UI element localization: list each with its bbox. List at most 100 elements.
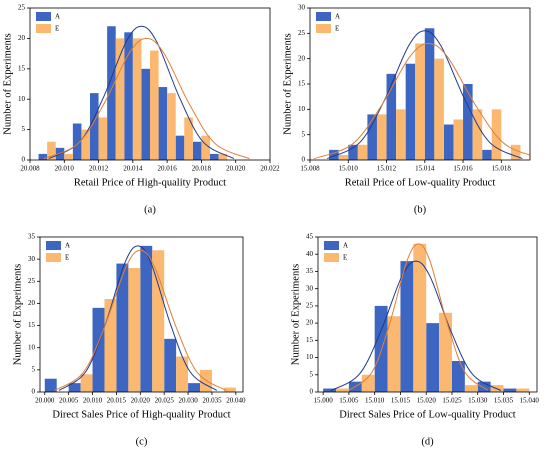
panel-label: (c) [136, 436, 148, 447]
bar [386, 73, 397, 160]
bar [367, 114, 377, 160]
y-tick-label: 25 [18, 4, 26, 12]
y-tick-label: 35 [306, 267, 314, 275]
bar [463, 84, 473, 160]
legend-label: A [343, 242, 348, 250]
bar [92, 307, 105, 392]
x-tick-label: 20.030 [178, 397, 198, 405]
x-tick-label: 20.035 [202, 397, 222, 405]
x-tick-label: 15.020 [417, 397, 437, 405]
x-tick-label: 15.005 [339, 397, 359, 405]
y-tick-label: 25 [298, 29, 306, 37]
bar [176, 356, 189, 392]
bar [150, 50, 159, 161]
legend-swatch [36, 12, 51, 21]
bar [72, 123, 82, 160]
x-tick-label: 15.025 [442, 397, 462, 405]
y-axis-label: Number of Experiments [290, 264, 301, 365]
x-tick-label: 15.030 [468, 397, 488, 405]
y-tick-label: 0 [302, 156, 306, 164]
y-tick-label: 25 [28, 277, 36, 285]
x-tick-label: 20.025 [155, 397, 175, 405]
bar [116, 263, 129, 392]
x-tick-label: 20.012 [89, 165, 109, 173]
bar [413, 243, 427, 392]
x-tick-label: 15.015 [391, 397, 411, 405]
bar [491, 109, 502, 160]
panel-label: (b) [414, 204, 427, 215]
y-axis-label: Number of Experiments [12, 264, 23, 365]
bar [200, 369, 212, 392]
bar [38, 153, 48, 160]
y-tick-label: 35 [28, 233, 36, 241]
x-tick-label: 20.040 [226, 397, 246, 405]
x-tick-label: 20.005 [59, 397, 79, 405]
bar [336, 388, 349, 392]
bar [348, 144, 358, 160]
y-tick-label: 0 [22, 156, 26, 164]
bar [141, 68, 150, 160]
y-tick-label: 15 [18, 64, 26, 72]
x-tick-label: 20.010 [83, 397, 103, 405]
bar [329, 149, 339, 160]
legend-label: A [65, 242, 70, 250]
bar [98, 117, 108, 160]
bar [192, 141, 202, 160]
y-tick-label: 0 [32, 388, 36, 396]
legend-label: E [335, 25, 339, 33]
bar [64, 153, 73, 160]
legend-swatch [46, 241, 61, 250]
legend-label: A [335, 13, 340, 21]
bar [132, 38, 142, 160]
axes-frame [39, 236, 244, 393]
x-axis-label: Direct Sales Price of High-quality Produ… [52, 409, 230, 420]
bar [338, 154, 349, 160]
bar [387, 316, 401, 392]
bar [477, 381, 491, 392]
bar [510, 144, 521, 160]
bar [223, 387, 236, 392]
bar [218, 153, 228, 160]
bar [152, 250, 165, 392]
bar [426, 323, 440, 392]
y-axis-label: Number of Experiments [2, 33, 13, 134]
bar [201, 135, 210, 160]
bar [357, 144, 368, 160]
bar [164, 338, 177, 392]
y-tick-label: 0 [310, 388, 314, 396]
panel: 0 5 10 15 20 25 30 15.008 15.010 15.012 15.014 15.0… [282, 4, 531, 215]
bar [405, 63, 416, 160]
legend-label: E [65, 254, 69, 262]
y-tick-label: 10 [18, 95, 26, 103]
y-tick-label: 45 [306, 233, 314, 241]
y-tick-label: 5 [310, 370, 314, 378]
legend-swatch [316, 12, 331, 21]
bar [434, 58, 444, 160]
y-axis-label: Number of Experiments [282, 33, 293, 134]
legend-label: A [55, 13, 60, 21]
bar [175, 135, 185, 160]
x-tick-label: 15.000 [314, 397, 334, 405]
x-tick-label: 20.015 [107, 397, 127, 405]
y-tick-label: 15 [28, 321, 36, 329]
y-tick-label: 5 [32, 365, 36, 373]
y-tick-label: 30 [306, 284, 314, 292]
legend-swatch [46, 253, 61, 262]
bar [80, 374, 93, 392]
bar [81, 129, 90, 160]
bar [184, 117, 193, 160]
x-tick-label: 15.040 [520, 397, 540, 405]
x-tick-label: 20.014 [123, 165, 143, 173]
bar [44, 378, 57, 392]
fit-curve [43, 37, 250, 160]
x-tick-label: 20.018 [192, 165, 212, 173]
bar [443, 124, 454, 160]
x-tick-label: 15.016 [453, 165, 473, 173]
y-tick-label: 15 [306, 336, 314, 344]
bar [439, 312, 452, 392]
fit-curve [348, 243, 489, 391]
y-tick-label: 10 [28, 343, 36, 351]
panel-label: (a) [144, 204, 156, 215]
fit-curve [326, 30, 523, 160]
